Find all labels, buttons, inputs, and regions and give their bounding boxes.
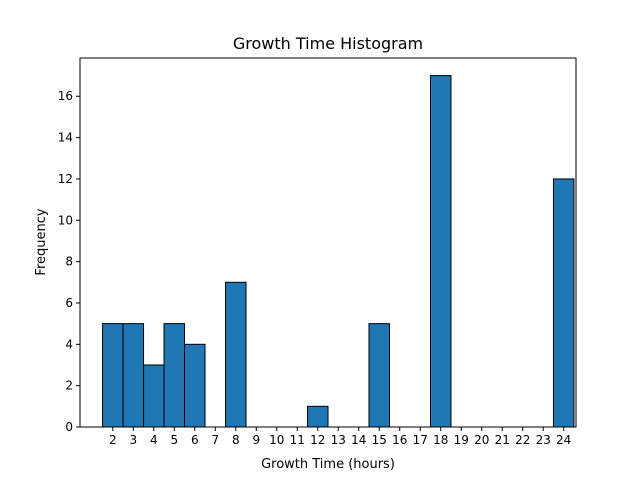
x-tick-label: 19	[454, 433, 469, 447]
y-tick-label: 8	[65, 255, 73, 269]
x-tick-label: 7	[211, 433, 219, 447]
x-axis-ticks: 2 3 4 5 6 7 8 9 10 11 12 13 14 15 16 17 18 19 20 21 22 23 24	[109, 427, 571, 447]
x-tick-label: 4	[150, 433, 158, 447]
y-tick-label: 14	[58, 131, 73, 145]
bar-bin-15	[368, 323, 390, 428]
x-tick-label: 10	[269, 433, 284, 447]
bar-bin-12	[307, 405, 329, 428]
x-tick-label: 3	[129, 433, 137, 447]
y-tick-label: 4	[65, 337, 73, 351]
y-axis-ticks: 0 2 4 6 8 10 12 14 16	[58, 89, 80, 434]
x-tick-label: 18	[433, 433, 448, 447]
bars-group	[102, 75, 575, 428]
x-tick-label: 14	[351, 433, 366, 447]
y-tick-label: 6	[65, 296, 73, 310]
x-tick-label: 6	[191, 433, 199, 447]
bar-bin-8	[225, 281, 247, 428]
x-tick-label: 12	[310, 433, 325, 447]
x-tick-label: 8	[232, 433, 240, 447]
y-tick-label: 0	[65, 420, 73, 434]
bar-bin-18	[429, 75, 452, 428]
x-tick-label: 24	[556, 433, 571, 447]
y-tick-label: 16	[58, 89, 73, 103]
bar-bin-5	[163, 323, 186, 428]
bar-bin-6	[184, 343, 206, 428]
x-tick-label: 9	[252, 433, 260, 447]
x-tick-label: 11	[290, 433, 305, 447]
bar-bin-3	[122, 323, 145, 428]
y-tick-label: 2	[65, 379, 73, 393]
y-tick-label: 10	[58, 213, 73, 227]
y-tick-label: 12	[58, 172, 73, 186]
x-tick-label: 17	[413, 433, 428, 447]
x-tick-label: 15	[372, 433, 387, 447]
x-tick-label: 22	[515, 433, 530, 447]
bar-bin-24	[552, 178, 575, 428]
x-tick-label: 21	[495, 433, 510, 447]
bar-bin-2	[102, 323, 124, 428]
x-tick-label: 23	[536, 433, 551, 447]
y-axis-label: Frequency	[34, 208, 49, 275]
bar-bin-4	[143, 364, 165, 428]
x-tick-label: 20	[474, 433, 489, 447]
x-tick-label: 2	[109, 433, 117, 447]
x-tick-label: 5	[170, 433, 178, 447]
chart-title: Growth Time Histogram	[233, 34, 423, 53]
plot-frame	[79, 57, 577, 428]
x-axis-label: Growth Time (hours)	[261, 457, 395, 472]
x-tick-label: 13	[331, 433, 346, 447]
x-tick-label: 16	[392, 433, 407, 447]
